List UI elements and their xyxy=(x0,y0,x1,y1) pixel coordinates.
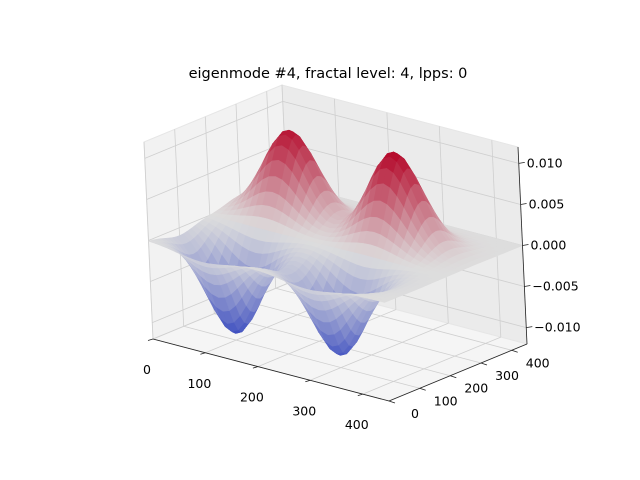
y-tick-label: 300 xyxy=(495,368,519,383)
gridline-y-floor xyxy=(183,325,420,389)
x-tick-label: 0 xyxy=(143,362,151,377)
z-tick-label: 0.010 xyxy=(527,155,563,170)
y-tick-mark xyxy=(480,362,488,366)
y-tick-mark xyxy=(450,375,457,379)
z-tick-label: 0.000 xyxy=(531,238,567,253)
y-tick-label: 0 xyxy=(411,406,419,421)
gridline-z-back xyxy=(282,101,519,164)
y-axis-line xyxy=(388,343,528,402)
z-tick-label: −0.005 xyxy=(532,279,578,294)
x-tick-label: 300 xyxy=(292,403,316,418)
y-tick-mark xyxy=(419,387,426,391)
y-tick-label: 200 xyxy=(464,381,488,396)
y-tick-label: 100 xyxy=(434,393,458,408)
x-tick-mark xyxy=(357,393,363,396)
z-tick-label: −0.010 xyxy=(534,320,580,335)
z-tick-mark xyxy=(520,203,527,205)
z-tick-mark xyxy=(522,244,529,246)
x-tick-mark xyxy=(200,352,206,355)
z-tick-mark xyxy=(518,162,525,164)
x-tick-mark xyxy=(147,338,154,341)
x-tick-mark xyxy=(305,379,311,383)
gridline-z-left xyxy=(144,101,283,159)
x-tick-label: 100 xyxy=(187,376,211,391)
y-tick-mark xyxy=(511,349,518,353)
surface xyxy=(147,129,524,356)
y-tick-mark xyxy=(388,400,396,404)
x-tick-label: 200 xyxy=(240,390,264,405)
y-tick-label: 400 xyxy=(526,355,550,370)
axes: 0 100 200 300 400 0 100 200 300 400 −0.010 −0.005 0.… xyxy=(143,146,581,432)
surface-patch xyxy=(377,299,390,303)
z-tick-mark xyxy=(526,326,533,328)
gridline-z-left xyxy=(146,142,285,200)
x-axis-line xyxy=(152,338,390,402)
gridline-y-floor xyxy=(244,300,482,364)
x-tick-mark xyxy=(252,366,259,369)
gridline-x-floor xyxy=(310,322,449,381)
z-tick-label: 0.005 xyxy=(529,197,565,212)
chart-title: eigenmode #4, fractal level: 4, lpps: 0 xyxy=(189,66,468,82)
z-tick-mark xyxy=(524,285,531,287)
gridline-x-floor xyxy=(362,336,501,395)
x-tick-label: 400 xyxy=(345,417,369,432)
